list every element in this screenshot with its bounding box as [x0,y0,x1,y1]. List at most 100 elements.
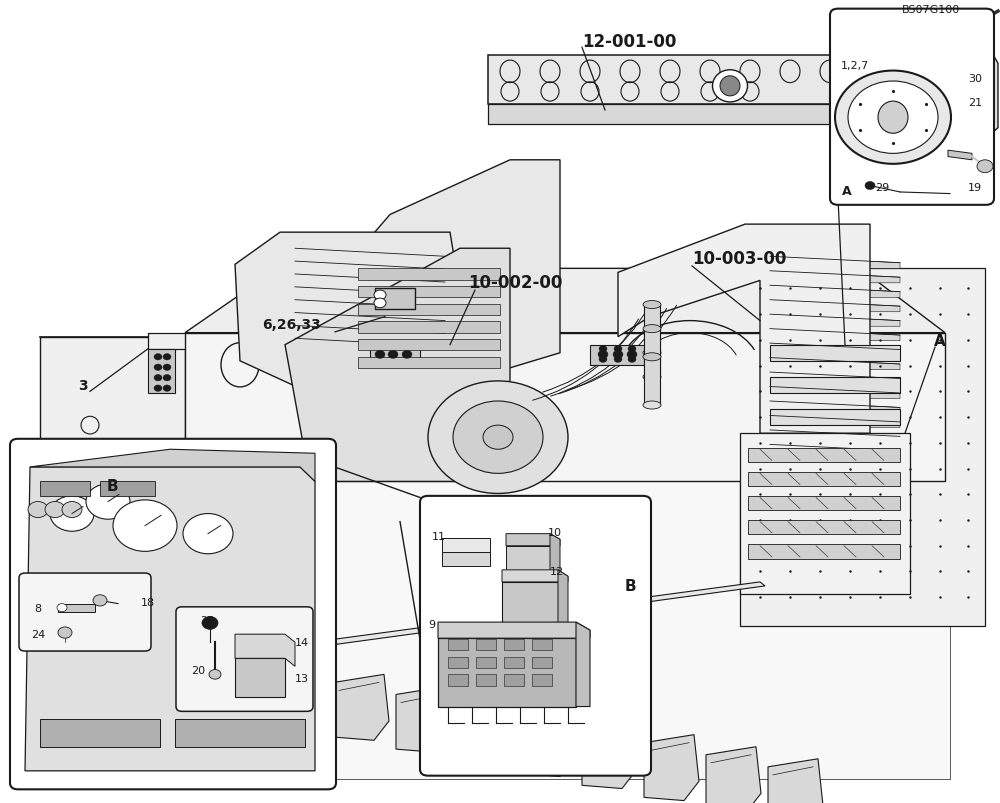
Text: 18: 18 [141,597,155,607]
Polygon shape [770,377,900,393]
Text: 19: 19 [968,183,982,193]
Text: BS07G100: BS07G100 [902,5,960,14]
Circle shape [163,385,171,392]
Polygon shape [770,410,900,426]
Circle shape [628,346,636,353]
Text: 10: 10 [548,528,562,537]
Text: A: A [842,185,852,198]
Polygon shape [770,257,900,269]
Polygon shape [272,662,327,728]
Circle shape [154,375,162,381]
Polygon shape [770,402,900,414]
Polygon shape [770,329,900,341]
Text: 10-003-00: 10-003-00 [692,250,786,267]
Bar [532,639,552,650]
Polygon shape [334,675,389,740]
Circle shape [388,351,398,359]
Text: A: A [934,334,946,349]
Circle shape [598,351,608,359]
Circle shape [614,346,622,353]
Polygon shape [205,582,765,662]
Polygon shape [538,518,595,536]
Circle shape [66,663,78,673]
Text: 30: 30 [968,74,982,84]
Polygon shape [358,287,500,298]
Polygon shape [28,642,65,658]
Polygon shape [644,357,660,406]
Polygon shape [502,582,558,628]
Polygon shape [358,269,500,280]
Polygon shape [148,349,175,393]
Circle shape [585,524,593,530]
Bar [532,657,552,668]
Polygon shape [240,634,280,658]
Polygon shape [740,434,910,594]
Circle shape [835,71,951,165]
Polygon shape [488,56,935,104]
Text: B: B [106,479,118,493]
Polygon shape [235,233,470,393]
Circle shape [533,586,543,594]
Text: 29: 29 [875,183,889,193]
Circle shape [154,385,162,392]
Circle shape [374,299,386,308]
Circle shape [62,502,82,518]
Circle shape [453,402,543,474]
Bar [476,639,496,650]
Polygon shape [770,430,900,442]
Polygon shape [770,358,900,370]
Circle shape [520,586,530,594]
Polygon shape [370,345,420,365]
Polygon shape [358,357,500,369]
Ellipse shape [878,102,908,134]
Bar [532,675,552,686]
Polygon shape [948,151,972,161]
Text: 10-002-00: 10-002-00 [468,274,562,291]
Polygon shape [550,534,560,574]
Circle shape [402,351,412,359]
Bar [40,719,160,747]
Circle shape [977,161,993,173]
Circle shape [428,381,568,494]
Polygon shape [558,570,568,628]
Text: 3: 3 [78,378,88,393]
Bar [504,657,524,668]
Polygon shape [770,445,900,457]
Circle shape [628,357,636,363]
Circle shape [28,502,48,518]
Polygon shape [235,658,285,697]
Polygon shape [748,520,900,535]
Circle shape [614,357,622,363]
Text: 24: 24 [31,630,45,639]
Polygon shape [644,329,660,377]
Ellipse shape [643,325,661,333]
Polygon shape [340,161,560,402]
Circle shape [154,354,162,361]
Polygon shape [210,650,265,716]
Polygon shape [770,344,900,356]
Polygon shape [770,387,900,399]
Ellipse shape [643,301,661,309]
Circle shape [45,502,65,518]
Polygon shape [438,638,576,707]
Polygon shape [148,333,860,349]
Circle shape [627,351,637,359]
Bar [504,639,524,650]
Polygon shape [235,634,295,666]
Text: 14: 14 [295,638,309,647]
Polygon shape [590,345,650,365]
Bar [476,657,496,668]
Circle shape [163,375,171,381]
FancyBboxPatch shape [19,573,151,651]
Polygon shape [502,570,568,582]
FancyBboxPatch shape [176,607,313,711]
Bar [476,675,496,686]
Text: 1,2,7: 1,2,7 [841,61,869,71]
Ellipse shape [712,71,748,103]
FancyBboxPatch shape [420,496,651,776]
Text: 8: 8 [34,603,42,613]
Polygon shape [770,416,900,428]
Polygon shape [285,249,510,482]
Ellipse shape [863,86,923,150]
Polygon shape [506,534,560,546]
